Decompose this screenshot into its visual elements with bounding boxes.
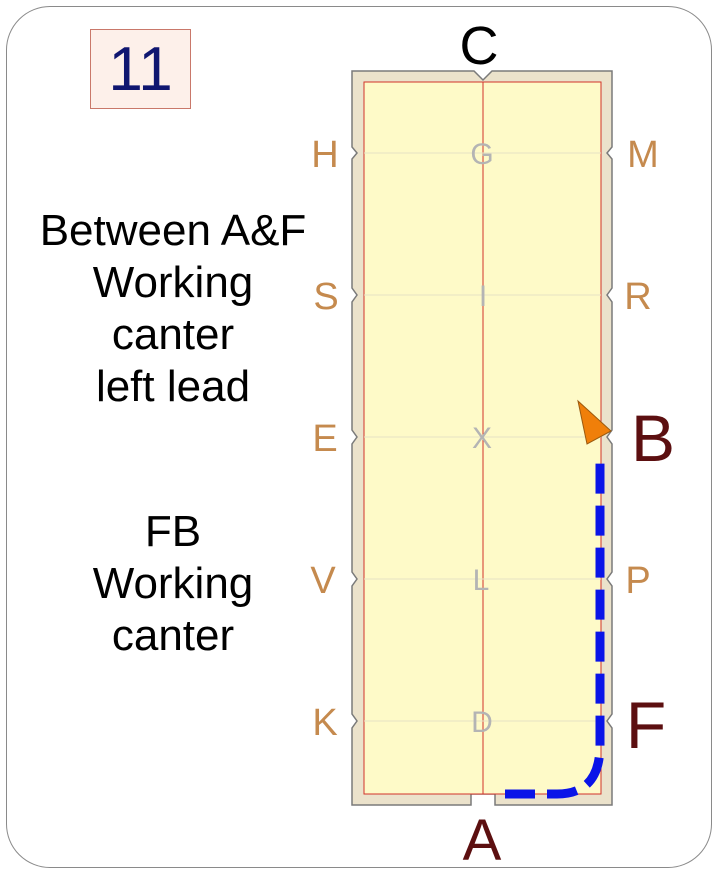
movement-path	[505, 462, 605, 799]
exercise-line: Between A&F	[39, 206, 307, 255]
letter-r: R	[624, 276, 651, 318]
letter-g: G	[470, 138, 493, 171]
letter-c: C	[460, 16, 499, 76]
letter-b: B	[631, 401, 675, 475]
letter-i: I	[479, 280, 487, 313]
letter-f: F	[626, 688, 666, 762]
letter-s: S	[313, 276, 338, 318]
letter-l: L	[473, 564, 490, 597]
letter-m: M	[627, 134, 659, 176]
letter-k: K	[312, 702, 337, 744]
figure-number: 11	[108, 34, 173, 104]
exercise-description: Between A&F Working canter left lead	[8, 205, 338, 413]
gait-description: FB Working canter	[8, 506, 338, 662]
gait-line: Working	[92, 559, 254, 608]
direction-arrow	[577, 399, 612, 445]
letter-p: P	[625, 560, 650, 602]
letter-e: E	[312, 418, 337, 460]
letter-a: A	[463, 808, 502, 873]
gait-line: FB	[144, 507, 202, 556]
letter-x: X	[472, 422, 492, 455]
letter-d: D	[471, 706, 493, 739]
letter-h: H	[311, 134, 338, 176]
gait-line: canter	[111, 611, 235, 660]
figure-number-badge: 11	[90, 29, 191, 109]
letter-v: V	[310, 560, 336, 602]
exercise-line: Working	[92, 258, 254, 307]
exercise-line: left lead	[95, 362, 251, 411]
exercise-line: canter	[111, 310, 235, 359]
